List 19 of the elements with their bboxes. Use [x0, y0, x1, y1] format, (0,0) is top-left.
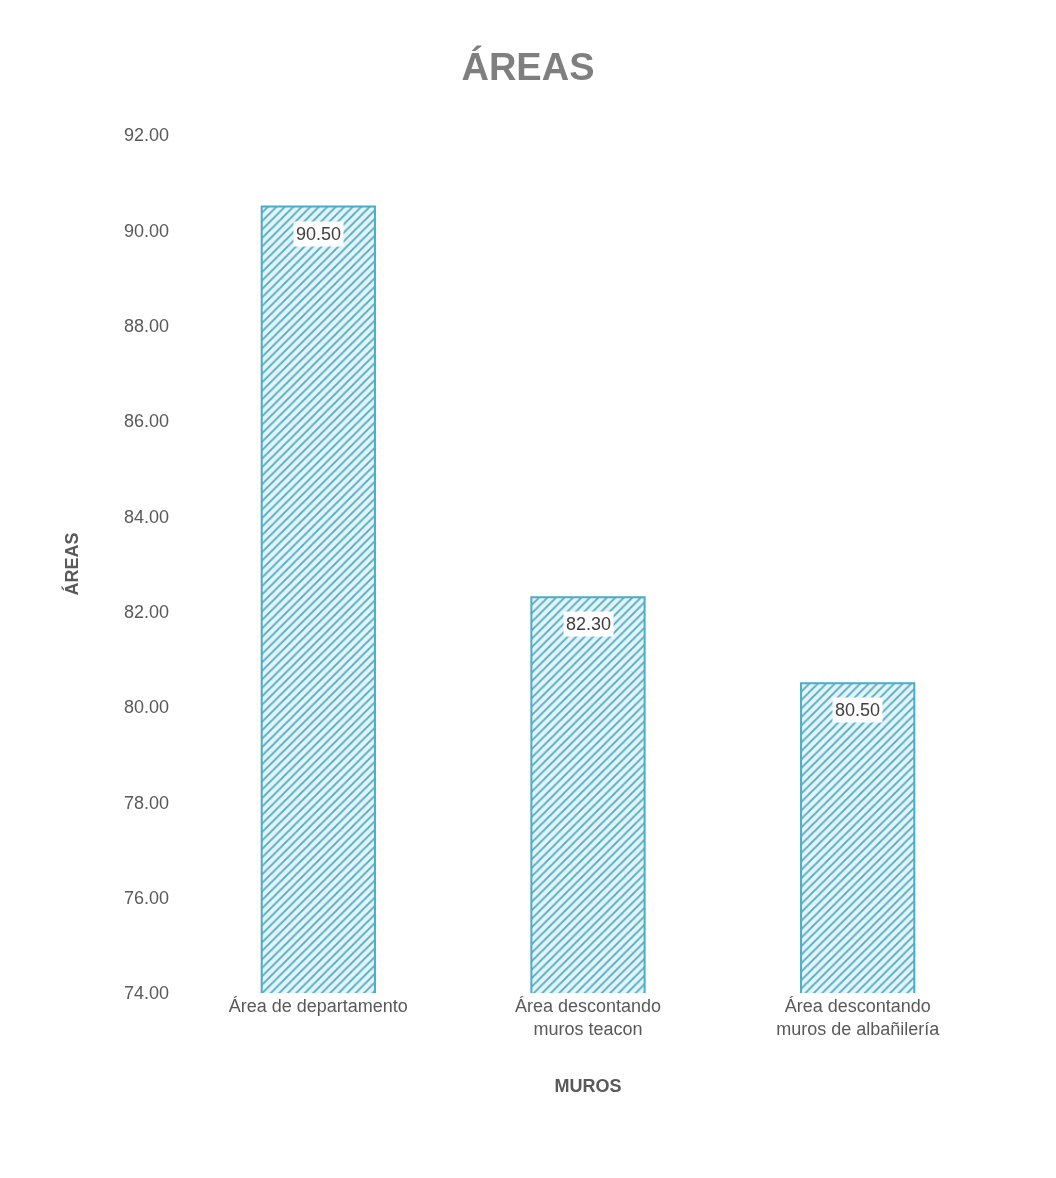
y-tick-label: 74.00	[123, 983, 169, 1004]
y-tick-label: 92.00	[123, 125, 169, 146]
x-tick-label: Área descontando muros teacon	[514, 996, 662, 1040]
y-tick-label: 84.00	[123, 506, 169, 527]
y-tick-label: 76.00	[123, 887, 169, 908]
data-label: 90.50	[296, 224, 342, 244]
x-tick-label: Área de departamento	[228, 996, 408, 1016]
y-tick-label: 86.00	[123, 411, 169, 432]
y-tick-label: 90.00	[123, 220, 169, 241]
y-tick-label: 82.00	[123, 601, 169, 622]
x-tick-label: Área descontando muros de albañilería	[776, 996, 941, 1040]
y-tick-label: 80.00	[123, 697, 169, 718]
y-tick-label: 88.00	[123, 315, 169, 336]
y-axis-title: ÁREAS	[61, 532, 83, 596]
x-axis-title: MUROS	[554, 1075, 622, 1096]
data-label: 80.50	[835, 700, 881, 720]
chart-title: ÁREAS	[461, 44, 595, 88]
y-tick-label: 78.00	[123, 792, 169, 813]
data-label: 82.30	[566, 614, 612, 634]
